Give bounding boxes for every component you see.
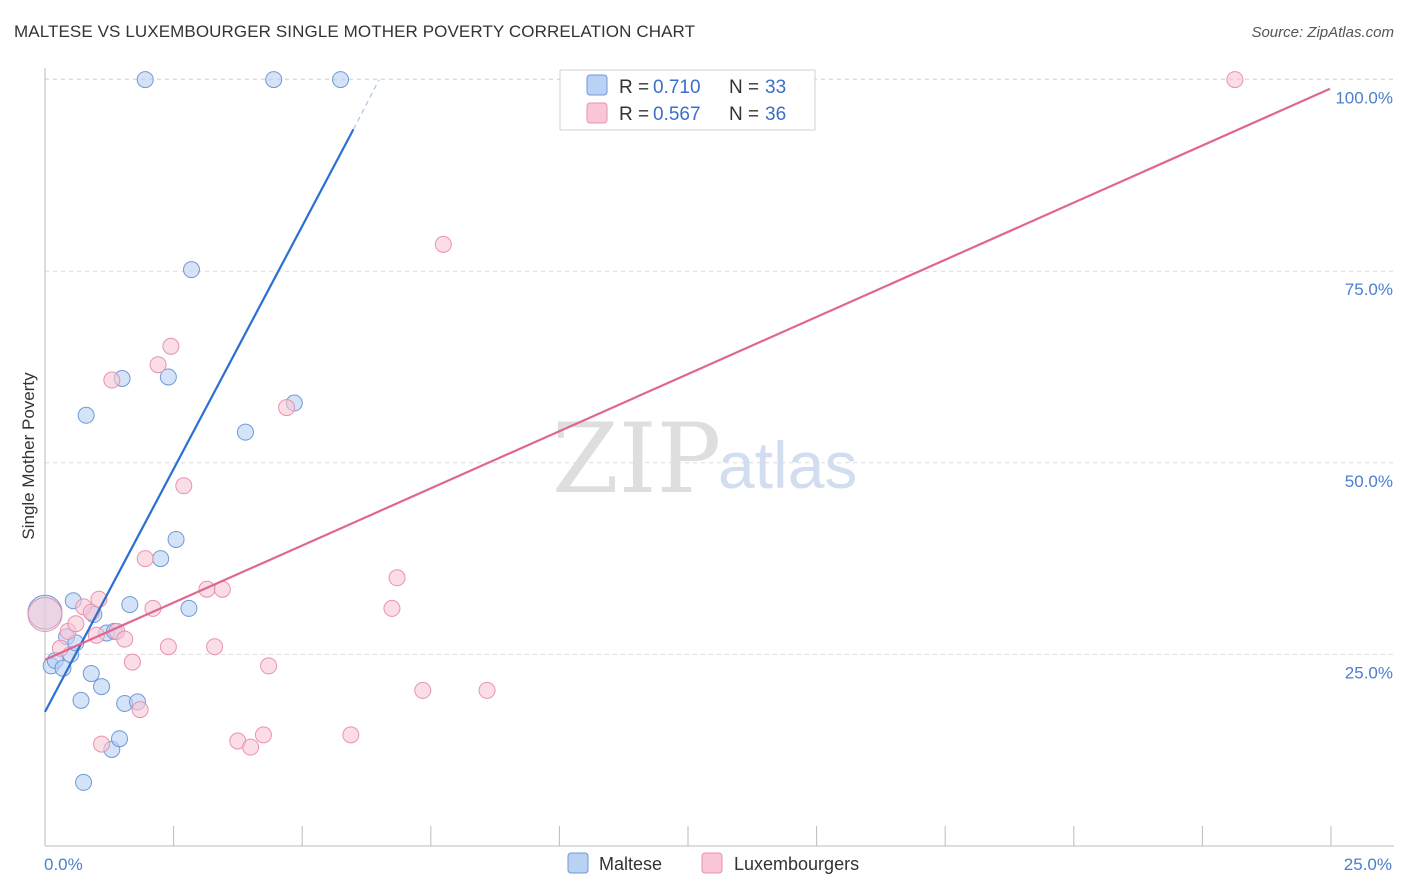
legend-r-label-maltese: R = xyxy=(619,77,649,98)
point-luxembourgers-31 xyxy=(414,681,432,699)
bottom-legend-swatch-luxembourgers[interactable] xyxy=(701,852,723,874)
y-axis-tick-labels: 25.0% 50.0% 75.0% 100.0% xyxy=(1335,89,1393,683)
legend-swatch-luxembourgers xyxy=(586,102,608,124)
watermark-zip: ZIP xyxy=(552,403,721,515)
bottom-legend-label-luxembourgers[interactable]: Luxembourgers xyxy=(734,854,859,874)
point-maltese-22 xyxy=(136,71,154,89)
point-luxembourgers-8 xyxy=(93,735,111,753)
y-axis-title: Single Mother Poverty xyxy=(19,372,38,540)
y-tick-label-75: 75.0% xyxy=(1345,280,1393,299)
point-maltese-23 xyxy=(152,550,170,568)
point-luxembourgers-33 xyxy=(478,681,496,699)
point-maltese-31 xyxy=(332,71,350,89)
y-tick-label-100: 100.0% xyxy=(1335,89,1393,108)
point-luxembourgers-32 xyxy=(434,235,452,253)
source-label: Source: ZipAtlas.com xyxy=(1251,24,1394,41)
point-maltese-25 xyxy=(167,530,185,548)
bottom-legend-swatch-maltese[interactable] xyxy=(567,852,589,874)
maltese-points xyxy=(27,71,350,791)
trend-line-maltese xyxy=(44,128,355,713)
chart-title: MALTESE VS LUXEMBOURGER SINGLE MOTHER PO… xyxy=(14,22,696,41)
point-luxembourgers-9 xyxy=(103,371,121,389)
point-luxembourgers-27 xyxy=(278,399,296,417)
point-luxembourgers-26 xyxy=(260,657,278,675)
legend-swatch-maltese xyxy=(586,74,608,96)
legend-r-label-luxembourgers: R = xyxy=(619,104,649,125)
point-luxembourgers-0 xyxy=(27,597,63,633)
point-maltese-29 xyxy=(265,71,283,89)
point-luxembourgers-28 xyxy=(342,726,360,744)
point-luxembourgers-18 xyxy=(162,337,180,355)
point-luxembourgers-11 xyxy=(116,630,134,648)
x-axis-ticks xyxy=(44,826,1332,846)
point-luxembourgers-12 xyxy=(123,653,141,671)
legend-n-value-maltese: 33 xyxy=(765,77,786,98)
point-luxembourgers-17 xyxy=(159,638,177,656)
legend-r-value-maltese: 0.710 xyxy=(653,77,701,98)
trend-lines xyxy=(44,79,1331,713)
watermark-atlas: atlas xyxy=(718,428,857,502)
point-maltese-20 xyxy=(121,596,139,614)
point-luxembourgers-21 xyxy=(206,638,224,656)
legend-n-label-luxembourgers: N = xyxy=(729,104,759,125)
point-maltese-24 xyxy=(159,368,177,386)
point-maltese-9 xyxy=(75,773,93,791)
point-maltese-11 xyxy=(82,665,100,683)
point-luxembourgers-14 xyxy=(136,550,154,568)
point-maltese-8 xyxy=(72,691,90,709)
bottom-legend: Maltese Luxembourgers xyxy=(567,852,859,874)
point-luxembourgers-24 xyxy=(242,738,260,756)
bottom-legend-label-maltese[interactable]: Maltese xyxy=(599,854,662,874)
point-luxembourgers-29 xyxy=(383,599,401,617)
point-maltese-28 xyxy=(236,423,254,441)
point-luxembourgers-30 xyxy=(388,569,406,587)
point-luxembourgers-16 xyxy=(149,356,167,374)
legend-box: R = 0.710 N = 33 R = 0.567 N = 36 xyxy=(559,69,816,131)
grid-lines xyxy=(45,78,1394,655)
point-maltese-10 xyxy=(77,406,95,424)
point-luxembourgers-19 xyxy=(175,477,193,495)
legend-n-label-maltese: N = xyxy=(729,77,759,98)
legend-r-value-luxembourgers: 0.567 xyxy=(653,104,701,125)
trend-line-luxembourgers xyxy=(44,87,1331,661)
y-tick-label-50: 50.0% xyxy=(1345,472,1393,491)
x-tick-label-min: 0.0% xyxy=(44,855,83,874)
x-tick-label-max: 25.0% xyxy=(1344,855,1392,874)
point-luxembourgers-25 xyxy=(254,726,272,744)
point-luxembourgers-13 xyxy=(131,701,149,719)
point-luxembourgers-3 xyxy=(67,615,85,633)
y-tick-label-25: 25.0% xyxy=(1345,663,1393,682)
point-maltese-27 xyxy=(182,261,200,279)
trend-line-extension-maltese xyxy=(352,79,380,130)
luxembourger-points xyxy=(27,71,1244,756)
point-maltese-17 xyxy=(111,730,129,748)
legend-n-value-luxembourgers: 36 xyxy=(765,104,786,125)
point-luxembourgers-34 xyxy=(1226,71,1244,89)
point-maltese-26 xyxy=(180,599,198,617)
point-maltese-13 xyxy=(93,678,111,696)
